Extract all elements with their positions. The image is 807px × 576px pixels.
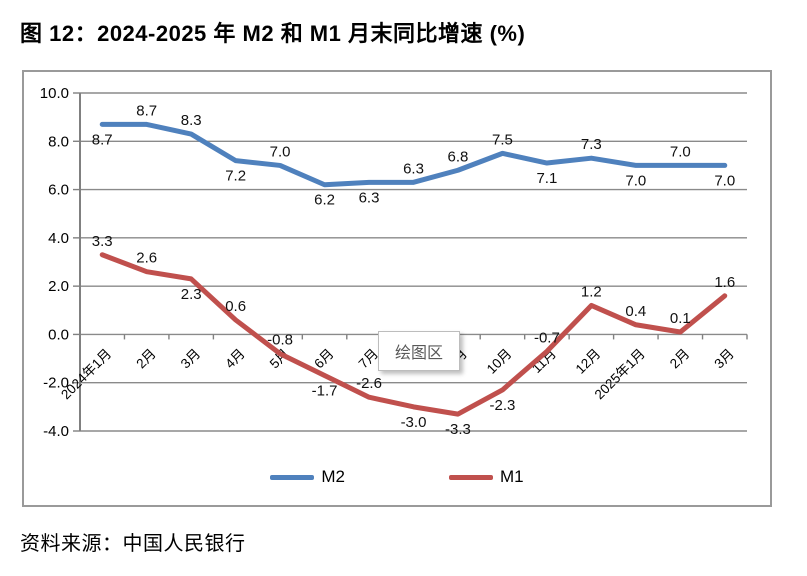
x-axis-label: 2月 [133,346,158,371]
y-axis-label: 10.0 [40,85,69,102]
y-axis-label: -4.0 [43,423,69,440]
data-label-M1: -0.7 [534,329,560,346]
data-label-M2: 7.0 [625,172,646,189]
x-axis-label: 2月 [667,346,692,371]
legend-line-swatch-M1 [449,474,493,480]
source-note: 资料来源：中国人民银行 [20,533,246,555]
legend-label-M2: M2 [321,467,345,486]
data-label-M2: 7.3 [581,136,602,153]
data-label-M2: 7.5 [492,131,513,148]
data-label-M2: 7.0 [714,172,735,189]
series-line-M2 [99,121,728,188]
data-label-M1: 0.4 [625,303,646,320]
chart-legend: M2 M1 [24,465,770,489]
data-label-M1: -1.7 [312,382,338,399]
y-axis-label: -2.0 [43,375,69,392]
x-axis-label: 10月 [484,346,515,377]
data-label-M2: 8.7 [136,102,157,119]
data-label-M2: 6.3 [403,160,424,177]
data-label-M2: 6.3 [359,189,380,206]
figure-title: 图 12：2024-2025 年 M2 和 M1 月末同比增速 (%) [20,21,526,46]
y-axis-label: 8.0 [48,133,69,150]
x-axis-label: 4月 [222,346,247,371]
x-axis-label: 6月 [311,346,336,371]
data-label-M2: 8.3 [181,112,202,129]
data-label-M1: 3.3 [92,233,113,250]
data-label-M2: 6.2 [314,192,335,209]
data-label-M1: 2.6 [136,250,157,267]
data-label-M1: -2.3 [490,397,516,414]
data-label-M2: 6.8 [448,148,469,165]
data-label-M1: -2.6 [356,375,382,392]
data-label-M2: 7.1 [536,170,557,187]
data-label-M2: 7.0 [670,143,691,160]
y-axis-label: 6.0 [48,182,69,199]
plot-area-tooltip-label: 绘图区 [394,345,443,362]
data-label-M1: 1.2 [581,283,602,300]
y-axis-label: 0.0 [48,326,69,343]
series-line-M1 [99,252,728,417]
data-label-M2: 7.0 [270,143,291,160]
data-label-M1: 0.1 [670,310,691,327]
data-label-M2: 8.7 [92,131,113,148]
data-label-M1: 0.6 [225,298,246,315]
legend-label-M1: M1 [500,467,524,486]
y-axis-label: 4.0 [48,230,69,247]
legend-item-M2[interactable]: M2 [270,467,345,487]
chart-frame[interactable]: 10.0 8.0 6.0 4.0 2.0 0.0 -2.0 -4.0 2024年1月 2月 3月 4月… [22,70,772,507]
legend-line-swatch-M2 [270,474,315,480]
data-label-M1: -0.8 [267,332,293,349]
data-label-M1: -3.0 [401,414,427,431]
data-label-M1: 1.6 [714,274,735,291]
y-axis-label: 2.0 [48,278,69,295]
x-axis-label: 3月 [711,346,736,371]
x-axis-label: 12月 [573,346,604,377]
x-axis-label: 3月 [178,346,203,371]
legend-item-M1[interactable]: M1 [449,467,524,487]
data-label-M1: 2.3 [181,286,202,303]
plot-area-tooltip: 绘图区 [378,331,460,371]
data-label-M2: 7.2 [225,168,246,185]
data-label-M1: -3.3 [445,421,471,438]
